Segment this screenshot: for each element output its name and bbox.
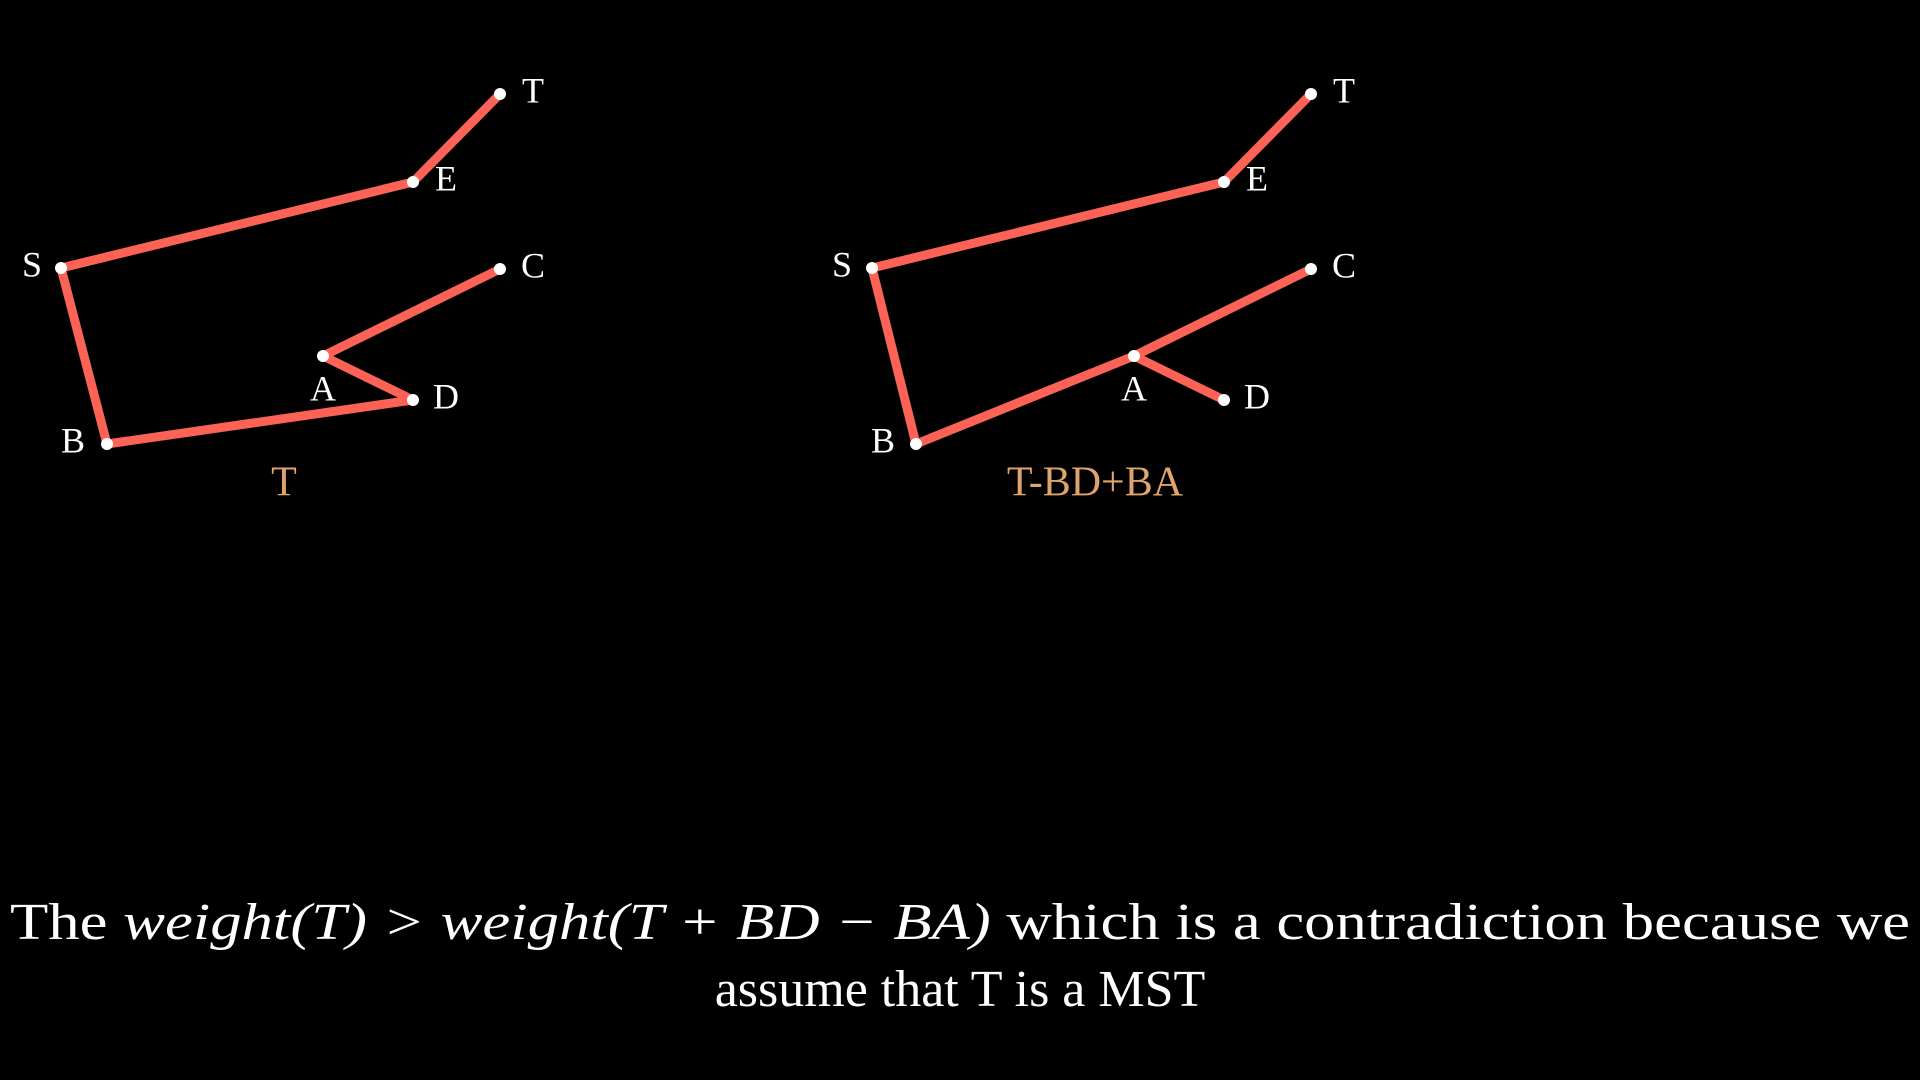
- edge: [1129, 264, 1316, 361]
- node-label: T: [1333, 70, 1355, 110]
- edge: [911, 351, 1139, 449]
- edge: [56, 177, 418, 273]
- node-dot: [407, 176, 419, 188]
- node-label: E: [435, 158, 457, 198]
- edge: [56, 263, 112, 449]
- node-dot: [1305, 263, 1317, 275]
- node-label: T: [522, 70, 544, 110]
- edge: [318, 264, 505, 361]
- node-label: B: [61, 420, 85, 460]
- graphs: T E S C A D B T T E S C A D B T-BD+BA: [22, 70, 1356, 505]
- node-label: D: [1244, 376, 1270, 416]
- edge: [1129, 351, 1229, 405]
- edge: [102, 395, 418, 449]
- footer-text: which is a contradiction because we: [991, 894, 1910, 951]
- footer-line: The weight(T) > weight(T + BD − BA) whic…: [10, 894, 1910, 951]
- node-label: E: [1246, 158, 1268, 198]
- node-label: S: [22, 244, 42, 284]
- footer-line: assume that T is a MST: [715, 961, 1206, 1018]
- edge: [318, 351, 418, 405]
- edge: [867, 177, 1229, 273]
- node-dot: [1218, 394, 1230, 406]
- edge: [408, 89, 505, 187]
- edge: [1219, 89, 1316, 187]
- footer-text: The: [10, 894, 123, 951]
- node-label: C: [1332, 245, 1356, 285]
- node-dot: [407, 394, 419, 406]
- node-dot: [317, 350, 329, 362]
- node-dot: [55, 262, 67, 274]
- node-dot: [910, 438, 922, 450]
- node-dot: [1218, 176, 1230, 188]
- caption: T-BD+BA: [1007, 460, 1184, 506]
- node-dot: [866, 262, 878, 274]
- node-label: B: [871, 420, 895, 460]
- edge: [867, 263, 921, 449]
- node-dot: [494, 263, 506, 275]
- caption: T: [271, 460, 297, 506]
- footer-math: weight(T) > weight(T + BD − BA): [123, 894, 991, 951]
- node-dot: [1128, 350, 1140, 362]
- node-dot: [494, 88, 506, 100]
- node-label: S: [832, 244, 852, 284]
- node-label: A: [310, 368, 336, 408]
- node-dot: [101, 438, 113, 450]
- node-dot: [1305, 88, 1317, 100]
- node-label: C: [521, 245, 545, 285]
- node-label: A: [1121, 368, 1147, 408]
- node-label: D: [433, 376, 459, 416]
